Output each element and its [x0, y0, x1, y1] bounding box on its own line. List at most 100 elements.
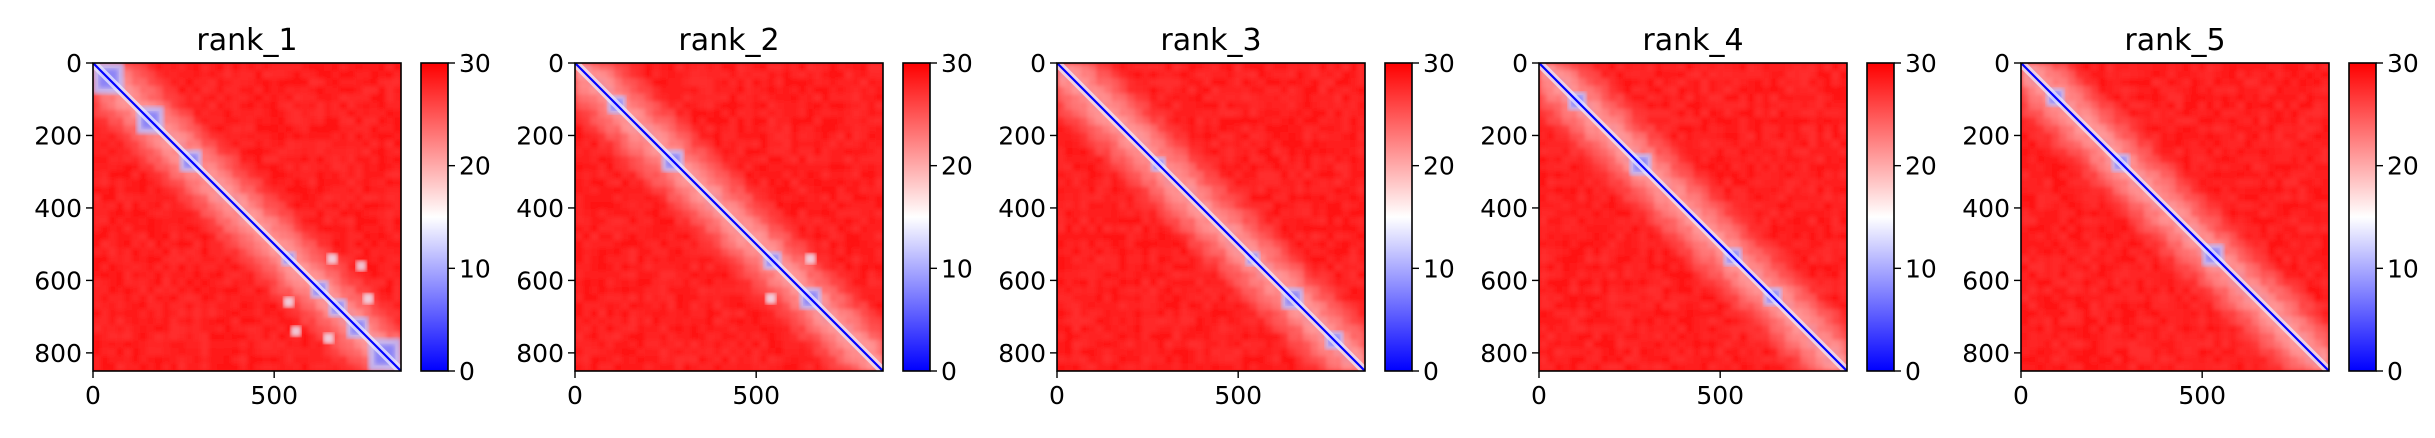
main-diagonal [93, 63, 401, 371]
y-tick-label: 600 [1962, 266, 2010, 295]
y-tick-label: 800 [1480, 339, 1528, 368]
heatmap-texture [1539, 63, 1847, 371]
y-tick-label: 0 [1512, 49, 1528, 78]
y-tick-label: 200 [516, 121, 564, 150]
colorbar-frame [1384, 62, 1413, 372]
y-tick-label: 0 [1994, 49, 2010, 78]
heatmap-texture [93, 63, 401, 371]
heatmap-texture [1057, 63, 1365, 371]
x-tick-label: 0 [1049, 381, 1065, 410]
colorbar-tick-label: 10 [1423, 254, 1455, 283]
x-tick-label: 0 [2013, 381, 2029, 410]
colorbar-tick-label: 30 [459, 49, 491, 78]
colorbar-tick-label: 20 [1423, 152, 1455, 181]
y-tick-label: 200 [34, 121, 82, 150]
y-tick-label: 200 [1962, 121, 2010, 150]
y-tick-label: 0 [66, 49, 82, 78]
y-tick-label: 800 [516, 339, 564, 368]
x-tick-label: 0 [1531, 381, 1547, 410]
x-tick-label: 500 [2178, 381, 2226, 410]
colorbar-tick-label: 30 [1905, 49, 1937, 78]
y-tick-label: 400 [1480, 194, 1528, 223]
colorbar-tick-label: 0 [941, 357, 957, 386]
colorbar [1867, 63, 1894, 371]
panel-title: rank_5 [2124, 23, 2225, 58]
main-diagonal [1057, 63, 1365, 371]
heatmap-texture [2021, 63, 2329, 371]
colorbar-tick-label: 20 [2387, 152, 2419, 181]
heatmap-image [93, 63, 401, 371]
colorbar-tick-label: 0 [2387, 357, 2403, 386]
y-tick-label: 600 [998, 266, 1046, 295]
panel-title: rank_3 [1160, 23, 1261, 58]
colorbar-tick-label: 30 [2387, 49, 2419, 78]
colorbar-tick-label: 10 [941, 254, 973, 283]
off-diagonal-feature [362, 293, 374, 304]
off-diagonal-feature [355, 260, 367, 272]
colorbar-tick-label: 20 [1905, 152, 1937, 181]
off-diagonal-feature [805, 253, 816, 265]
x-tick-label: 500 [1696, 381, 1744, 410]
off-diagonal-feature [323, 332, 334, 344]
colorbar-tick-label: 10 [459, 254, 491, 283]
colorbar-frame [902, 62, 931, 372]
heatmap-image [575, 63, 883, 371]
y-tick-label: 0 [548, 49, 564, 78]
x-tick-label: 0 [85, 381, 101, 410]
heatmap-image [1539, 63, 1847, 371]
x-tick-label: 500 [732, 381, 780, 410]
colorbar-tick-label: 30 [1423, 49, 1455, 78]
x-tick-label: 500 [250, 381, 298, 410]
main-diagonal [1539, 63, 1847, 371]
panel-title: rank_2 [678, 23, 779, 58]
colorbar-tick-label: 20 [941, 152, 973, 181]
off-diagonal-feature [290, 325, 302, 337]
main-diagonal [575, 63, 883, 371]
colorbar-tick-label: 0 [1905, 357, 1921, 386]
y-tick-label: 400 [34, 194, 82, 223]
panel-title: rank_4 [1642, 23, 1743, 58]
y-tick-label: 0 [1030, 49, 1046, 78]
heatmap-frame [574, 62, 884, 372]
colorbar-frame [420, 62, 449, 372]
y-tick-label: 400 [998, 194, 1046, 223]
y-tick-label: 800 [998, 339, 1046, 368]
colorbar [903, 63, 930, 371]
heatmap-frame [1538, 62, 1848, 372]
colorbar-tick-label: 10 [2387, 254, 2419, 283]
heatmap-image [2021, 63, 2329, 371]
y-tick-label: 400 [516, 194, 564, 223]
colorbar [421, 63, 448, 371]
panel-title: rank_1 [196, 23, 297, 58]
colorbar-tick-label: 0 [459, 357, 475, 386]
y-tick-label: 600 [516, 266, 564, 295]
off-diagonal-feature [283, 296, 295, 308]
off-diagonal-feature [326, 253, 338, 265]
x-tick-label: 500 [1214, 381, 1262, 410]
y-tick-label: 800 [34, 339, 82, 368]
colorbar [2349, 63, 2376, 371]
heatmap-texture [575, 63, 883, 371]
y-tick-label: 200 [1480, 121, 1528, 150]
colorbar [1385, 63, 1412, 371]
colorbar-tick-label: 10 [1905, 254, 1937, 283]
heatmap-frame [1056, 62, 1366, 372]
colorbar-frame [1866, 62, 1895, 372]
off-diagonal-feature [765, 293, 777, 304]
y-tick-label: 200 [998, 121, 1046, 150]
y-tick-label: 800 [1962, 339, 2010, 368]
y-tick-label: 600 [34, 266, 82, 295]
heatmap-frame [92, 62, 402, 372]
colorbar-tick-label: 0 [1423, 357, 1439, 386]
y-tick-label: 600 [1480, 266, 1528, 295]
colorbar-frame [2348, 62, 2377, 372]
heatmap-image [1057, 63, 1365, 371]
colorbar-tick-label: 20 [459, 152, 491, 181]
x-tick-label: 0 [567, 381, 583, 410]
heatmap-frame [2020, 62, 2330, 372]
